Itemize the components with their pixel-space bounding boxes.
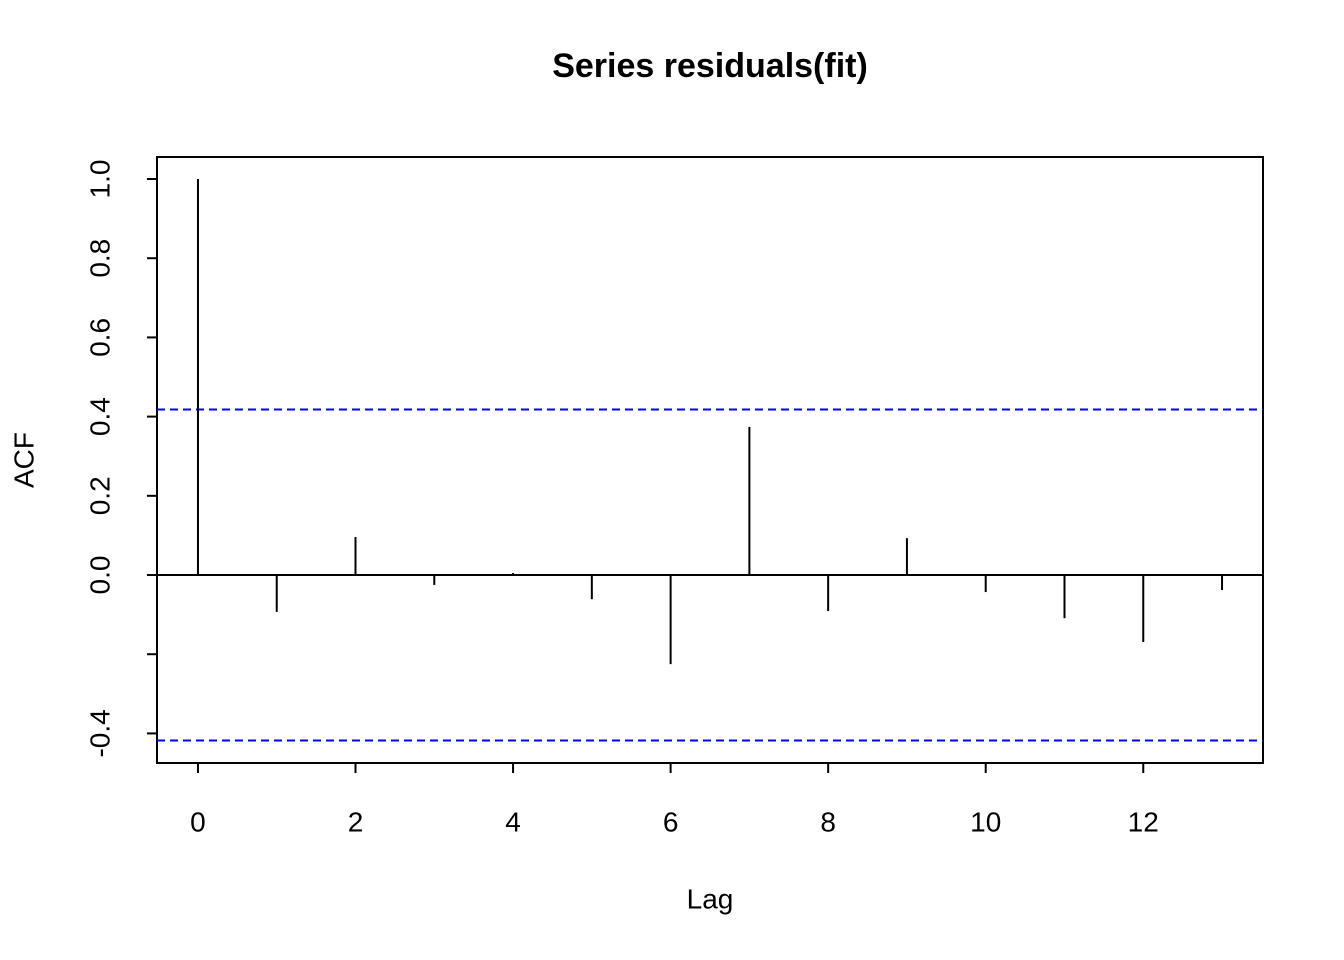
- y-tick-label: 0.4: [84, 397, 115, 436]
- y-tick-label: 1.0: [84, 160, 115, 199]
- plot-frame: [156, 156, 1264, 764]
- x-tick-label: 4: [505, 806, 521, 837]
- y-tick-label: 0.0: [84, 556, 115, 595]
- x-axis-label: Lag: [687, 883, 734, 914]
- x-tick-label: 10: [970, 806, 1001, 837]
- x-tick-label: 0: [190, 806, 206, 837]
- chart-title: Series residuals(fit): [552, 47, 868, 85]
- y-tick-label: -0.4: [84, 709, 115, 757]
- y-axis-label: ACF: [8, 432, 39, 488]
- x-tick-label: 6: [663, 806, 679, 837]
- x-tick-label: 12: [1128, 806, 1159, 837]
- x-tick-label: 2: [348, 806, 364, 837]
- x-tick-label: 8: [820, 806, 836, 837]
- y-tick-label: 0.6: [84, 318, 115, 357]
- y-tick-label: 0.2: [84, 476, 115, 515]
- y-tick-label: 0.8: [84, 239, 115, 278]
